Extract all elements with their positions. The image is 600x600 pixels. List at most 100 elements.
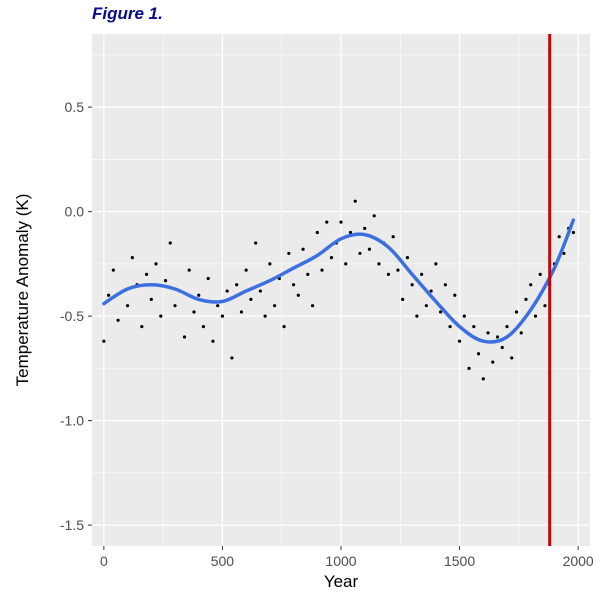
data-point	[443, 283, 447, 287]
data-point	[448, 324, 452, 329]
data-point	[462, 314, 466, 318]
smooth-trend-line	[102, 218, 576, 344]
data-point	[524, 297, 528, 302]
data-point	[244, 268, 248, 272]
data-point	[116, 318, 120, 322]
data-point	[405, 256, 409, 260]
data-point	[149, 297, 153, 302]
data-point	[348, 230, 353, 235]
data-point	[320, 268, 324, 272]
data-point	[543, 304, 547, 308]
x-tick-label: 1500	[444, 553, 475, 569]
y-axis-title: Temperature Anomaly (K)	[13, 194, 32, 387]
data-point	[457, 339, 462, 343]
data-point	[353, 199, 357, 203]
data-point	[102, 339, 106, 343]
data-point	[386, 272, 391, 276]
data-point	[282, 324, 286, 329]
data-point	[154, 262, 158, 266]
data-point	[434, 262, 438, 266]
data-point	[220, 314, 225, 318]
data-point	[130, 256, 134, 260]
data-point	[287, 251, 291, 256]
data-point	[391, 235, 395, 239]
data-point	[339, 220, 343, 224]
data-point	[467, 366, 471, 370]
data-point	[533, 314, 538, 318]
data-point	[211, 339, 215, 343]
data-point	[424, 304, 428, 308]
data-point	[291, 283, 296, 287]
data-point	[111, 268, 115, 272]
x-tick-label: 1000	[325, 553, 356, 569]
data-point	[363, 226, 367, 230]
x-tick-label: 2000	[563, 553, 594, 569]
y-tick-label: -1.5	[60, 517, 84, 533]
data-point	[125, 304, 130, 308]
data-point	[514, 310, 519, 314]
data-point	[367, 247, 372, 251]
data-point	[197, 293, 201, 297]
data-point	[486, 331, 490, 335]
data-point	[420, 272, 424, 276]
data-point	[216, 304, 220, 308]
data-point	[510, 356, 514, 360]
data-point	[529, 283, 533, 287]
data-point	[230, 356, 234, 360]
data-point	[453, 293, 457, 297]
data-point	[472, 324, 476, 329]
data-point	[505, 324, 509, 329]
data-point	[173, 304, 177, 308]
y-tick-labels: -1.5 -1.0 -0.5 0.0 0.5	[60, 99, 92, 533]
x-tick-label: 500	[211, 553, 235, 569]
data-point	[491, 360, 495, 364]
data-point	[415, 314, 419, 318]
data-point	[187, 268, 191, 272]
data-point	[182, 335, 187, 339]
data-point	[310, 304, 315, 308]
data-point	[168, 241, 172, 245]
data-point	[519, 331, 523, 335]
x-axis-title: Year	[324, 572, 359, 591]
data-point	[429, 289, 433, 293]
data-point	[476, 352, 481, 356]
data-point	[372, 214, 376, 218]
data-point	[159, 314, 163, 318]
data-point	[562, 251, 566, 256]
data-point	[401, 297, 405, 302]
data-point	[306, 272, 310, 276]
data-point	[396, 268, 400, 272]
data-point	[495, 335, 500, 339]
data-point	[225, 289, 229, 293]
data-point	[263, 314, 267, 318]
figure-label: Figure 1.	[92, 4, 163, 23]
data-point	[571, 230, 576, 235]
data-point	[500, 345, 504, 350]
y-tick-label: -0.5	[60, 308, 84, 324]
data-point	[163, 278, 168, 283]
data-point	[358, 251, 362, 256]
data-point	[377, 262, 381, 266]
x-tick-label: 0	[100, 553, 108, 569]
data-point	[249, 297, 253, 302]
x-tick-labels: 0 500 1000 1500 2000	[100, 546, 594, 569]
data-point	[201, 324, 206, 329]
data-point	[325, 220, 329, 224]
data-point	[481, 377, 485, 381]
data-point	[439, 310, 443, 314]
data-point	[344, 262, 348, 266]
data-point	[410, 283, 414, 287]
data-point	[239, 310, 243, 314]
data-point	[329, 256, 334, 260]
data-point	[258, 289, 262, 293]
data-point	[206, 276, 210, 281]
data-point	[315, 230, 319, 235]
data-point	[107, 293, 111, 297]
data-point	[538, 272, 542, 276]
y-tick-label: 0.5	[65, 99, 85, 115]
data-point	[254, 241, 258, 245]
data-point	[273, 304, 277, 308]
data-point	[301, 247, 305, 251]
y-tick-label: -1.0	[60, 413, 84, 429]
